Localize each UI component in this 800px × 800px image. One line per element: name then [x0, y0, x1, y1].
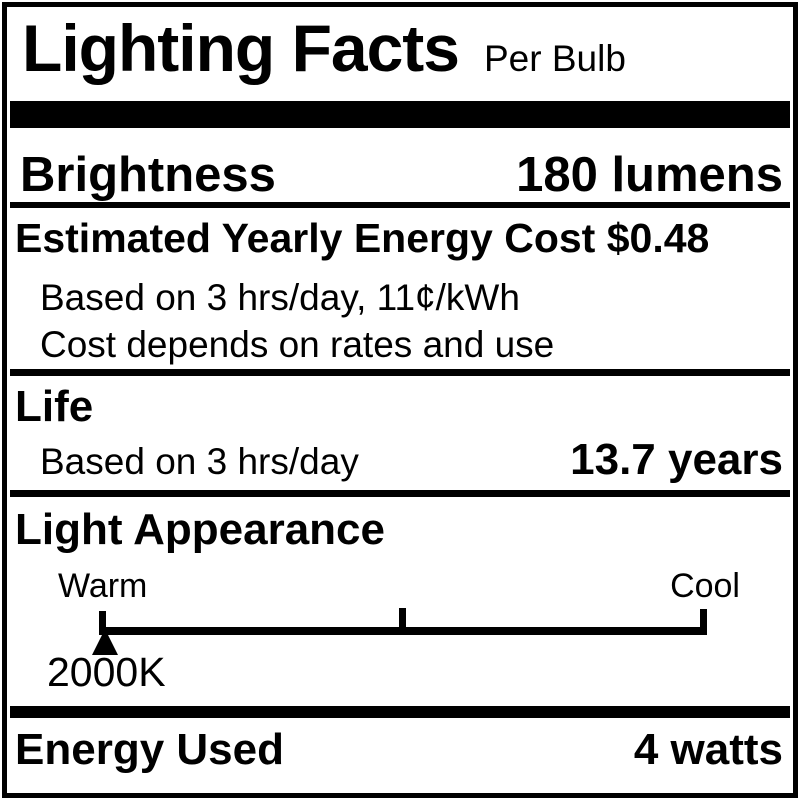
scale-middle-tick: [399, 608, 406, 635]
energy-used-row: Energy Used 4 watts: [15, 728, 783, 772]
section-divider: [10, 369, 790, 376]
energy-cost-heading: Estimated Yearly Energy Cost $0.48: [15, 215, 710, 261]
energy-used-label: Energy Used: [15, 725, 284, 774]
brightness-label: Brightness: [20, 148, 276, 202]
warm-cool-labels: Warm Cool: [58, 569, 740, 603]
section-divider: [10, 202, 790, 208]
life-heading: Life: [15, 382, 94, 431]
energy-cost-note-usage: Based on 3 hrs/day, 11¢/kWh: [40, 277, 520, 318]
header-divider-bar: [10, 101, 790, 128]
header: Lighting Facts Per Bulb: [22, 15, 626, 81]
scale-left-tick: [99, 611, 106, 635]
section-divider: [10, 490, 790, 497]
page-title: Lighting Facts: [22, 11, 460, 85]
warm-label: Warm: [58, 567, 148, 605]
color-temperature-value: 2000K: [47, 649, 166, 695]
scale-right-tick: [700, 609, 707, 635]
brightness-value: 180 lumens: [516, 148, 783, 202]
energy-cost-note-rates: Cost depends on rates and use: [40, 324, 555, 365]
footer-divider-bar: [10, 706, 790, 718]
per-bulb-subtitle: Per Bulb: [483, 38, 626, 79]
brightness-row: Brightness 180 lumens: [20, 151, 783, 200]
cool-label: Cool: [670, 567, 740, 605]
marker-arrow-icon: [92, 629, 118, 655]
light-appearance-heading: Light Appearance: [15, 505, 385, 554]
life-note: Based on 3 hrs/day: [40, 441, 359, 482]
energy-used-value: 4 watts: [633, 725, 783, 774]
life-row: Based on 3 hrs/day 13.7 years: [40, 438, 783, 482]
life-value: 13.7 years: [570, 435, 783, 484]
